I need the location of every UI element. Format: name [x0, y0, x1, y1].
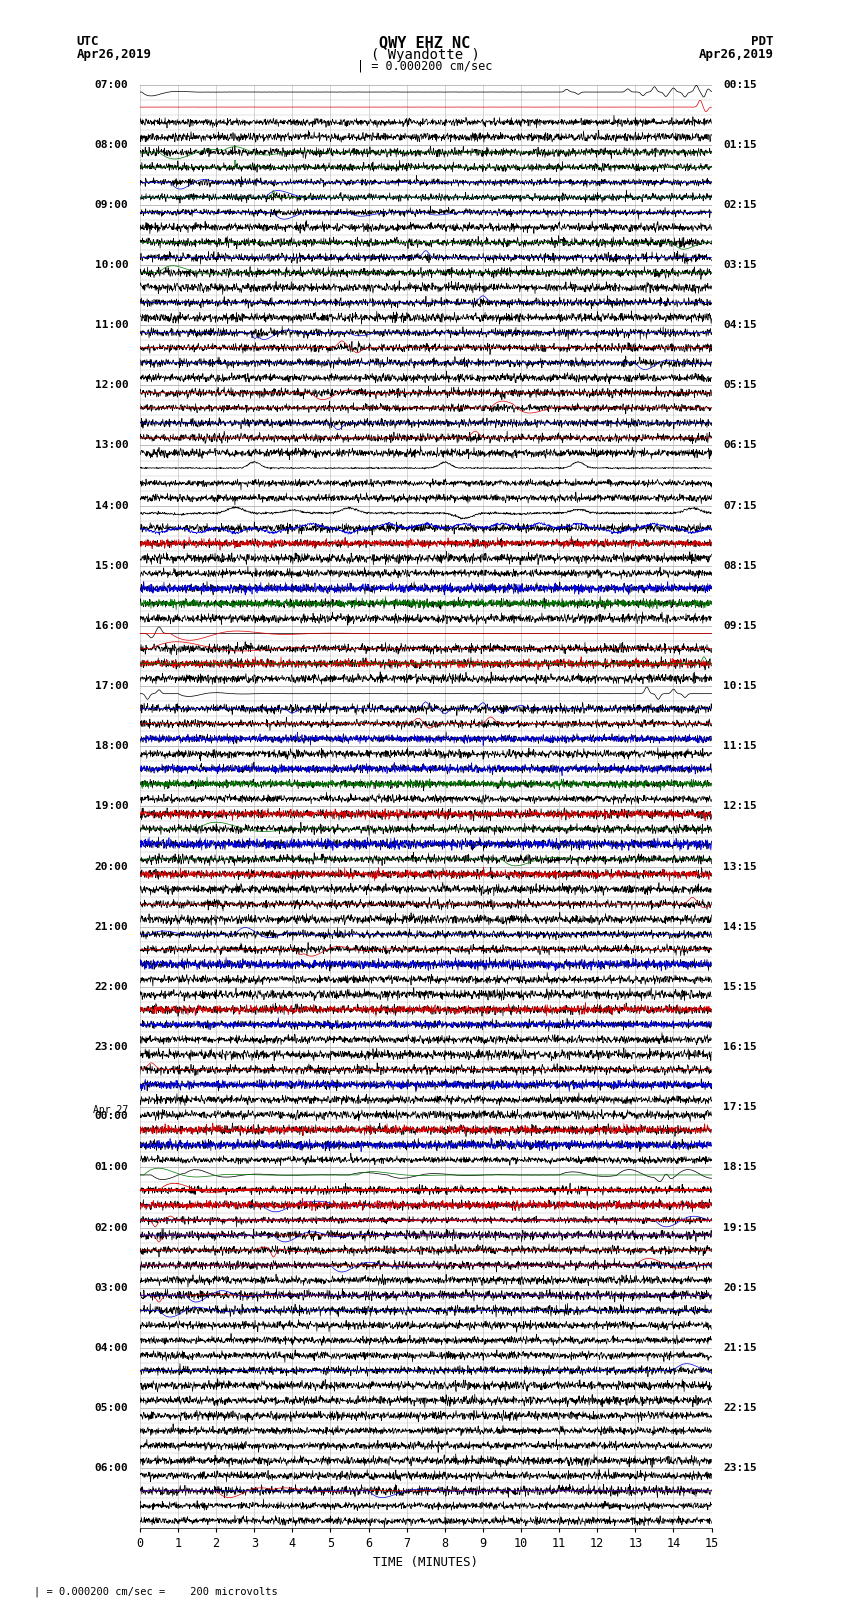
Text: 19:15: 19:15	[723, 1223, 756, 1232]
Text: 22:00: 22:00	[94, 982, 128, 992]
Text: Apr26,2019: Apr26,2019	[699, 48, 774, 61]
Text: 00:15: 00:15	[723, 79, 756, 89]
Text: 08:00: 08:00	[94, 140, 128, 150]
Text: 18:15: 18:15	[723, 1163, 756, 1173]
Text: 04:00: 04:00	[94, 1344, 128, 1353]
Text: 19:00: 19:00	[94, 802, 128, 811]
Text: Apr 27: Apr 27	[94, 1105, 128, 1115]
Text: 04:15: 04:15	[723, 319, 756, 331]
Text: 11:15: 11:15	[723, 742, 756, 752]
Text: 01:15: 01:15	[723, 140, 756, 150]
Text: 15:00: 15:00	[94, 561, 128, 571]
Text: 09:00: 09:00	[94, 200, 128, 210]
Text: Apr26,2019: Apr26,2019	[76, 48, 151, 61]
Text: | = 0.000200 cm/sec =    200 microvolts: | = 0.000200 cm/sec = 200 microvolts	[34, 1586, 278, 1597]
Text: 12:15: 12:15	[723, 802, 756, 811]
Text: 06:00: 06:00	[94, 1463, 128, 1473]
Text: 23:15: 23:15	[723, 1463, 756, 1473]
Text: ( Wyandotte ): ( Wyandotte )	[371, 48, 479, 63]
Text: 18:00: 18:00	[94, 742, 128, 752]
Text: 10:00: 10:00	[94, 260, 128, 269]
Text: 02:15: 02:15	[723, 200, 756, 210]
Text: QWY EHZ NC: QWY EHZ NC	[379, 35, 471, 50]
Text: 21:00: 21:00	[94, 921, 128, 932]
Text: 15:15: 15:15	[723, 982, 756, 992]
Text: | = 0.000200 cm/sec: | = 0.000200 cm/sec	[357, 60, 493, 73]
Text: 06:15: 06:15	[723, 440, 756, 450]
Text: 21:15: 21:15	[723, 1344, 756, 1353]
Text: 12:00: 12:00	[94, 381, 128, 390]
X-axis label: TIME (MINUTES): TIME (MINUTES)	[373, 1557, 479, 1569]
Text: 13:00: 13:00	[94, 440, 128, 450]
Text: PDT: PDT	[751, 35, 774, 48]
Text: 02:00: 02:00	[94, 1223, 128, 1232]
Text: UTC: UTC	[76, 35, 99, 48]
Text: 11:00: 11:00	[94, 319, 128, 331]
Text: 00:00: 00:00	[94, 1111, 128, 1121]
Text: 05:15: 05:15	[723, 381, 756, 390]
Text: 10:15: 10:15	[723, 681, 756, 690]
Text: 03:00: 03:00	[94, 1282, 128, 1292]
Text: 20:15: 20:15	[723, 1282, 756, 1292]
Text: 23:00: 23:00	[94, 1042, 128, 1052]
Text: 08:15: 08:15	[723, 561, 756, 571]
Text: 14:15: 14:15	[723, 921, 756, 932]
Text: 16:15: 16:15	[723, 1042, 756, 1052]
Text: 16:00: 16:00	[94, 621, 128, 631]
Text: 22:15: 22:15	[723, 1403, 756, 1413]
Text: 01:00: 01:00	[94, 1163, 128, 1173]
Text: 14:00: 14:00	[94, 500, 128, 511]
Text: 05:00: 05:00	[94, 1403, 128, 1413]
Text: 03:15: 03:15	[723, 260, 756, 269]
Text: 09:15: 09:15	[723, 621, 756, 631]
Text: 20:00: 20:00	[94, 861, 128, 871]
Text: 07:15: 07:15	[723, 500, 756, 511]
Text: 17:00: 17:00	[94, 681, 128, 690]
Text: 13:15: 13:15	[723, 861, 756, 871]
Text: 07:00: 07:00	[94, 79, 128, 89]
Text: 17:15: 17:15	[723, 1102, 756, 1113]
